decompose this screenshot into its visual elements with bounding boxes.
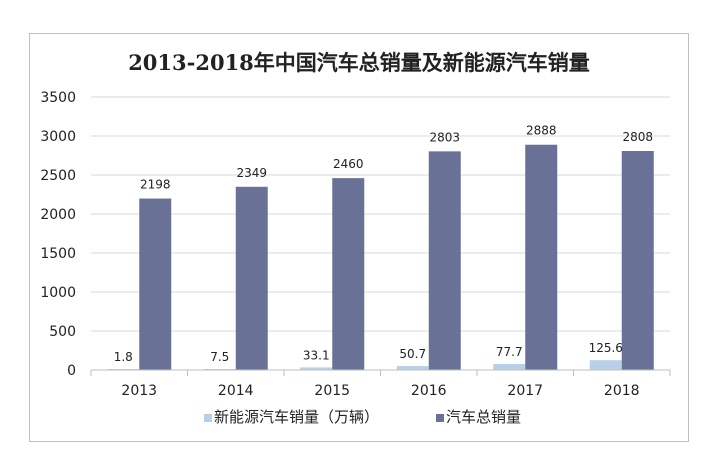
- y-tick-label: 0: [67, 363, 76, 379]
- data-label-total: 2198: [140, 178, 171, 192]
- data-label-total: 2460: [333, 157, 364, 171]
- x-tick-label: 2013: [121, 383, 157, 399]
- bar-total: [525, 144, 558, 370]
- legend: 新能源汽车销量（万辆） 汽车总销量: [204, 408, 521, 426]
- x-tick-label: 2014: [218, 383, 254, 399]
- legend-label: 汽车总销量: [446, 408, 521, 426]
- bar-new-energy: [493, 363, 526, 370]
- axes: 0 500 1000 1500 2000 2500 3000 3500 2013 2014 2015…: [40, 90, 671, 399]
- bar-total: [235, 186, 268, 370]
- data-label-total: 2808: [622, 130, 653, 144]
- chart-title: 2013-2018年中国汽车总销量及新能源汽车销量: [128, 50, 590, 75]
- bars: [107, 144, 654, 370]
- data-label-total: 2803: [429, 130, 460, 144]
- data-label-new-energy: 50.7: [399, 347, 426, 361]
- data-label-new-energy: 7.5: [210, 350, 229, 364]
- x-tick-label: 2018: [604, 383, 640, 399]
- x-tick-label: 2016: [411, 383, 447, 399]
- y-tick-label: 2500: [40, 168, 76, 184]
- bar-total: [621, 150, 654, 370]
- bar-total: [428, 151, 461, 370]
- data-label-new-energy: 33.1: [303, 348, 330, 362]
- y-tick-label: 1500: [40, 246, 76, 262]
- legend-swatch: [204, 414, 212, 422]
- data-label-total: 2349: [236, 166, 267, 180]
- x-tick-label: 2017: [507, 383, 543, 399]
- x-tick-label: 2015: [314, 383, 350, 399]
- data-labels: 1.8 2198 7.5 2349 33.1 2460 50.7 2803 77.7 2888 12…: [114, 124, 653, 364]
- bar-new-energy: [396, 366, 429, 370]
- bar-new-energy: [300, 367, 333, 370]
- y-tick-label: 1000: [40, 285, 76, 301]
- y-tick-label: 3500: [40, 90, 76, 106]
- bar-new-energy: [589, 360, 622, 370]
- legend-swatch: [436, 414, 444, 422]
- bar-total: [332, 178, 365, 370]
- y-tick-label: 3000: [40, 129, 76, 145]
- legend-label: 新能源汽车销量（万辆）: [214, 408, 379, 426]
- gridlines: [91, 96, 670, 332]
- y-tick-label: 2000: [40, 207, 76, 223]
- data-label-new-energy: 1.8: [114, 350, 133, 364]
- data-label-new-energy: 125.6: [589, 341, 623, 355]
- data-label-total: 2888: [526, 124, 557, 138]
- bar-total: [139, 198, 172, 370]
- data-label-new-energy: 77.7: [496, 345, 523, 359]
- y-tick-label: 500: [49, 324, 76, 340]
